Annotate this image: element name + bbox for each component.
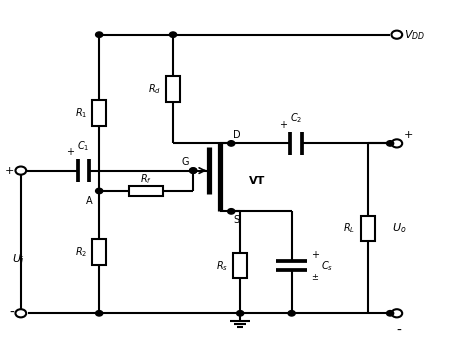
- Text: $R_L$: $R_L$: [343, 222, 356, 235]
- Bar: [92, 100, 106, 126]
- Text: +: +: [404, 130, 413, 140]
- Text: VT: VT: [249, 176, 265, 186]
- Text: $R_f$: $R_f$: [140, 172, 152, 186]
- Text: $\pm$: $\pm$: [311, 272, 319, 282]
- Circle shape: [228, 209, 235, 214]
- Bar: [233, 253, 247, 278]
- Text: $R_2$: $R_2$: [75, 245, 87, 259]
- Bar: [92, 239, 106, 265]
- Circle shape: [96, 311, 103, 316]
- Circle shape: [288, 311, 295, 316]
- Circle shape: [228, 141, 235, 146]
- Text: $C_1$: $C_1$: [77, 139, 90, 153]
- Text: +: +: [5, 166, 14, 175]
- Text: $U_i$: $U_i$: [13, 252, 25, 266]
- Text: $R_d$: $R_d$: [148, 82, 161, 96]
- Text: $R_s$: $R_s$: [216, 259, 228, 273]
- Bar: [166, 76, 180, 102]
- Circle shape: [96, 188, 103, 194]
- Text: $R_1$: $R_1$: [75, 106, 87, 120]
- Text: +: +: [311, 250, 319, 260]
- Text: -: -: [396, 324, 401, 338]
- Text: -: -: [9, 306, 14, 320]
- Circle shape: [96, 32, 103, 37]
- Circle shape: [387, 311, 394, 316]
- Circle shape: [189, 168, 197, 173]
- Text: $V_{DD}$: $V_{DD}$: [404, 28, 425, 42]
- Text: S: S: [233, 215, 240, 225]
- Text: $U_o$: $U_o$: [392, 222, 407, 235]
- Text: A: A: [86, 196, 92, 206]
- Text: G: G: [181, 157, 189, 167]
- Text: $C_s$: $C_s$: [321, 259, 333, 273]
- Circle shape: [169, 32, 176, 37]
- Text: +: +: [279, 120, 287, 130]
- Bar: [361, 215, 375, 241]
- Text: $C_2$: $C_2$: [290, 111, 302, 126]
- Bar: [129, 185, 163, 196]
- Circle shape: [387, 141, 394, 146]
- Text: +: +: [66, 147, 74, 157]
- Circle shape: [237, 311, 244, 316]
- Circle shape: [189, 168, 197, 173]
- Text: D: D: [233, 130, 241, 140]
